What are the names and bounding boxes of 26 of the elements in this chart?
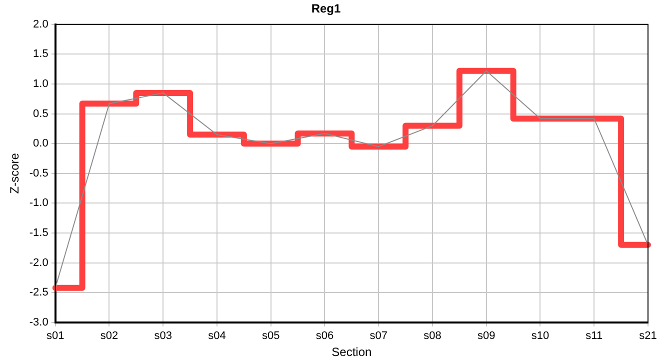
x-tick-label: s21 [639,330,657,342]
y-tick-label: 2.0 [33,18,48,30]
x-tick-label: s05 [262,330,280,342]
x-tick-label: s06 [316,330,334,342]
x-tick-label: s02 [100,330,118,342]
y-tick-label: -3.0 [29,316,48,328]
y-tick-label: 0.0 [33,138,48,150]
y-tick-label: 0.5 [33,108,48,120]
x-tick-label: s07 [370,330,388,342]
x-tick-label: s03 [154,330,172,342]
chart-title: Reg1 [311,2,341,16]
y-tick-label: -2.0 [29,256,48,269]
y-tick-label: -0.5 [29,167,48,180]
y-tick-label: -2.5 [29,286,48,299]
y-tick-label: 1.5 [33,48,48,60]
x-tick-label: s04 [208,330,226,342]
x-tick-label: s01 [46,330,64,342]
y-tick-label: -1.0 [29,197,48,210]
x-tick-label: s09 [477,330,496,342]
x-axis-title: Section [332,345,372,360]
y-axis-title: Z-score [8,152,22,194]
y-tick-label: -1.5 [29,227,48,240]
y-tick-label: 1.0 [33,78,48,90]
x-tick-label: s11 [586,330,603,342]
x-tick-label: s10 [531,330,550,342]
x-tick-label: s08 [424,330,442,342]
